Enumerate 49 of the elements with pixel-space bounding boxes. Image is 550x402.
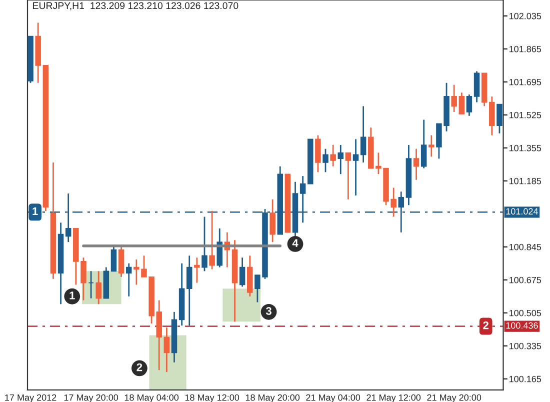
candlestick [110,245,117,272]
candlestick [496,104,502,134]
y-tick-label: 101.355 [509,144,542,152]
candlestick [194,256,200,284]
candlestick [322,148,328,173]
candlestick [360,105,366,164]
candlestick [428,134,434,158]
candlestick [451,84,457,113]
annotation: 2 [136,363,142,372]
candlestick [474,70,480,103]
candlestick [420,119,427,169]
ref-line-label: 100.436 [506,322,538,329]
annotation: 2 [483,321,488,330]
chart-title: EURJPY,H1 123.209 123.210 123.026 123.070 [33,2,238,10]
candlestick [216,228,222,268]
candlestick [96,270,102,305]
candlestick [270,198,276,243]
y-tick-label: 101.525 [509,112,542,118]
candlestick [345,152,352,200]
candlestick [466,94,472,117]
candlestick [330,144,336,168]
annotation: 3 [266,307,272,315]
y-tick-label: 100.505 [509,310,542,316]
y-tick-label: 101.695 [509,78,542,86]
candlestick [88,270,94,300]
candlestick [413,148,420,181]
y-tick-label: 100.165 [509,376,542,382]
candlestick [489,96,495,136]
candlestick [338,144,344,175]
ref-line-label: 101.024 [506,208,538,215]
annotation: 4 [292,239,298,247]
candlestick [315,134,321,173]
annotation: 1 [70,292,75,300]
candlestick [239,256,246,288]
y-tick-label: 100.335 [509,342,542,350]
candlestick [126,262,132,298]
candlestick [118,245,124,278]
candlestick [458,92,465,115]
annotation: 1 [32,207,38,216]
y-tick-label: 100.845 [509,244,542,250]
y-tick-label: 101.185 [509,178,542,184]
candlestick [164,326,170,373]
y-tick-label: 100.675 [509,276,542,284]
candlestick [186,254,192,326]
y-tick-label: 102.035 [509,12,542,20]
candlestick [209,210,215,270]
y-tick-label: 101.865 [509,46,542,52]
candlestick [202,216,208,272]
candlestick [352,138,359,196]
